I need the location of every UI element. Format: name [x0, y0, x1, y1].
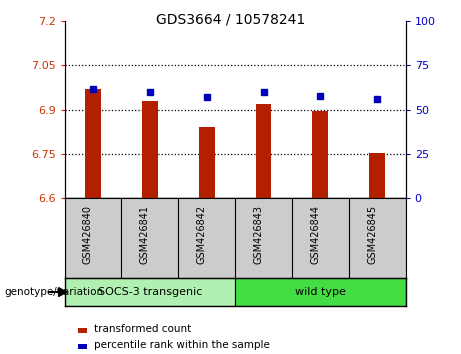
Text: SOCS-3 transgenic: SOCS-3 transgenic [98, 287, 202, 297]
Bar [65, 278, 235, 306]
Text: wild type: wild type [295, 287, 346, 297]
Text: GDS3664 / 10578241: GDS3664 / 10578241 [156, 12, 305, 27]
Bar [142, 101, 158, 198]
Text: GSM426845: GSM426845 [367, 205, 377, 264]
Text: genotype/variation: genotype/variation [5, 287, 104, 297]
Text: GSM426843: GSM426843 [254, 205, 264, 264]
Text: GSM426844: GSM426844 [310, 205, 320, 264]
Text: percentile rank within the sample: percentile rank within the sample [94, 340, 270, 350]
Text: GSM426840: GSM426840 [83, 205, 93, 264]
Text: GSM426842: GSM426842 [197, 205, 207, 264]
Text: GSM426841: GSM426841 [140, 205, 150, 264]
Bar [235, 278, 406, 306]
Bar [369, 153, 385, 198]
Bar [255, 104, 272, 198]
Text: transformed count: transformed count [94, 324, 191, 333]
Bar [313, 111, 328, 198]
Bar [199, 127, 215, 198]
Bar [85, 89, 101, 198]
